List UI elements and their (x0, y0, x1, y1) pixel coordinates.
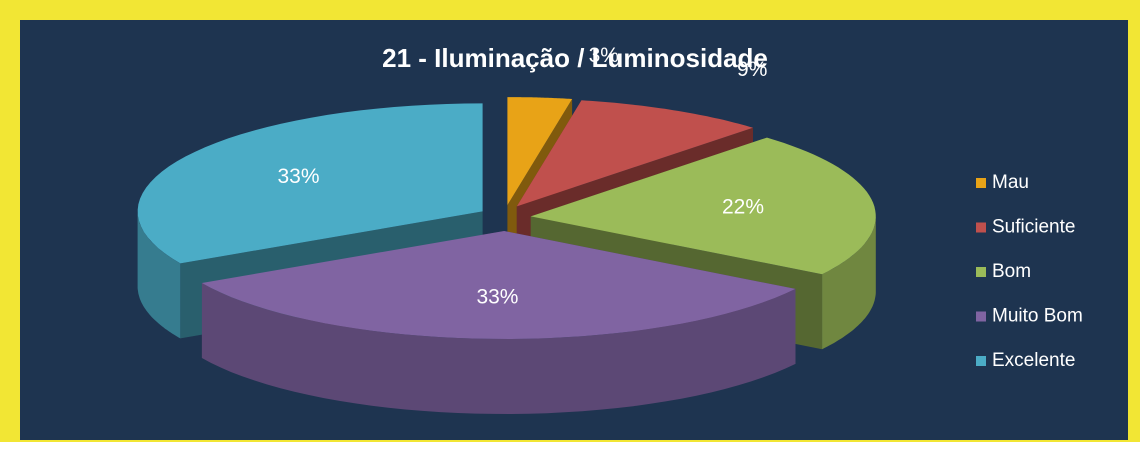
legend-label: Bom (992, 261, 1031, 282)
legend-swatch (976, 178, 986, 188)
legend-swatch (976, 222, 986, 233)
slice-side (137, 211, 181, 339)
data-label: 33% (476, 285, 518, 308)
slice (516, 100, 753, 207)
data-label: 22% (722, 196, 764, 219)
legend-swatch (976, 311, 986, 322)
chart-title: 21 - Iluminação / Luminosidade (382, 43, 768, 73)
data-label: 33% (277, 165, 319, 188)
slice (507, 97, 573, 206)
slice-side (822, 216, 876, 350)
legend-label: Excelente (992, 350, 1075, 371)
legend-swatch (976, 356, 986, 366)
data-label: 3% (589, 44, 619, 67)
slice-side (201, 283, 796, 414)
legend-swatch (976, 267, 986, 277)
legend-label: Muito Bom (992, 306, 1083, 327)
legend-label: Mau (992, 172, 1029, 193)
slice (137, 103, 483, 264)
data-label: 9% (737, 58, 767, 81)
slice (201, 231, 796, 339)
legend-label: Suficiente (992, 217, 1075, 238)
slice (530, 137, 876, 275)
